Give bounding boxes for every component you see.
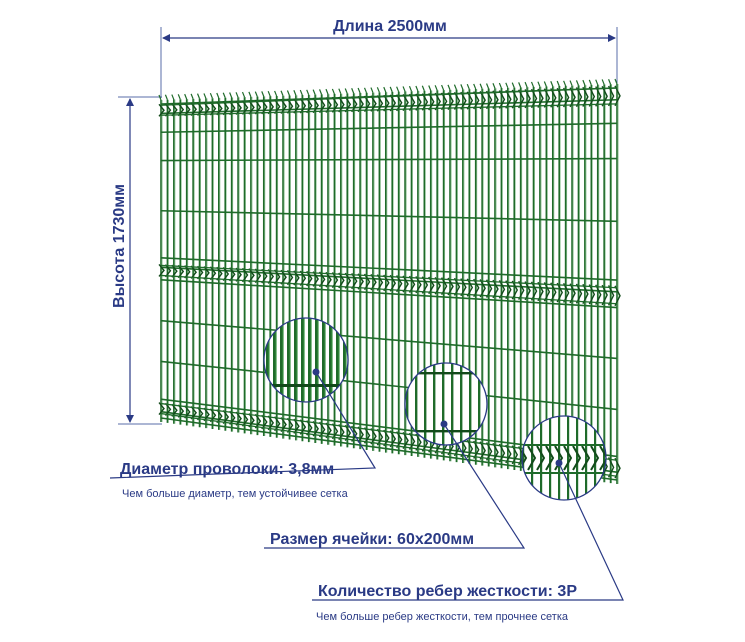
height-label: Высота 1730мм <box>111 184 128 308</box>
leader-ribs <box>312 459 624 601</box>
wire-diameter-subtitle: Чем больше диаметр, тем устойчивее сетка <box>122 488 349 500</box>
cell-size-title: Размер ячейки: 60х200мм <box>270 531 474 548</box>
leader-wire-diameter <box>109 368 377 479</box>
magnifier-wire-diameter <box>263 317 349 403</box>
magnifier-cell-size <box>404 362 488 446</box>
wire-diameter-title: Диаметр проволоки: 3,8мм <box>120 461 334 478</box>
length-dimension: Длина 2500мм <box>160 18 618 98</box>
ribs-subtitle: Чем больше ребер жесткости, тем прочнее … <box>316 611 569 623</box>
ribs-title: Количество ребер жесткости: 3Р <box>318 583 577 600</box>
leader-cell-size <box>264 420 526 549</box>
magnifier-ribs <box>521 415 607 501</box>
height-dimension: Высота 1730мм <box>111 96 162 425</box>
length-label: Длина 2500мм <box>333 18 447 35</box>
